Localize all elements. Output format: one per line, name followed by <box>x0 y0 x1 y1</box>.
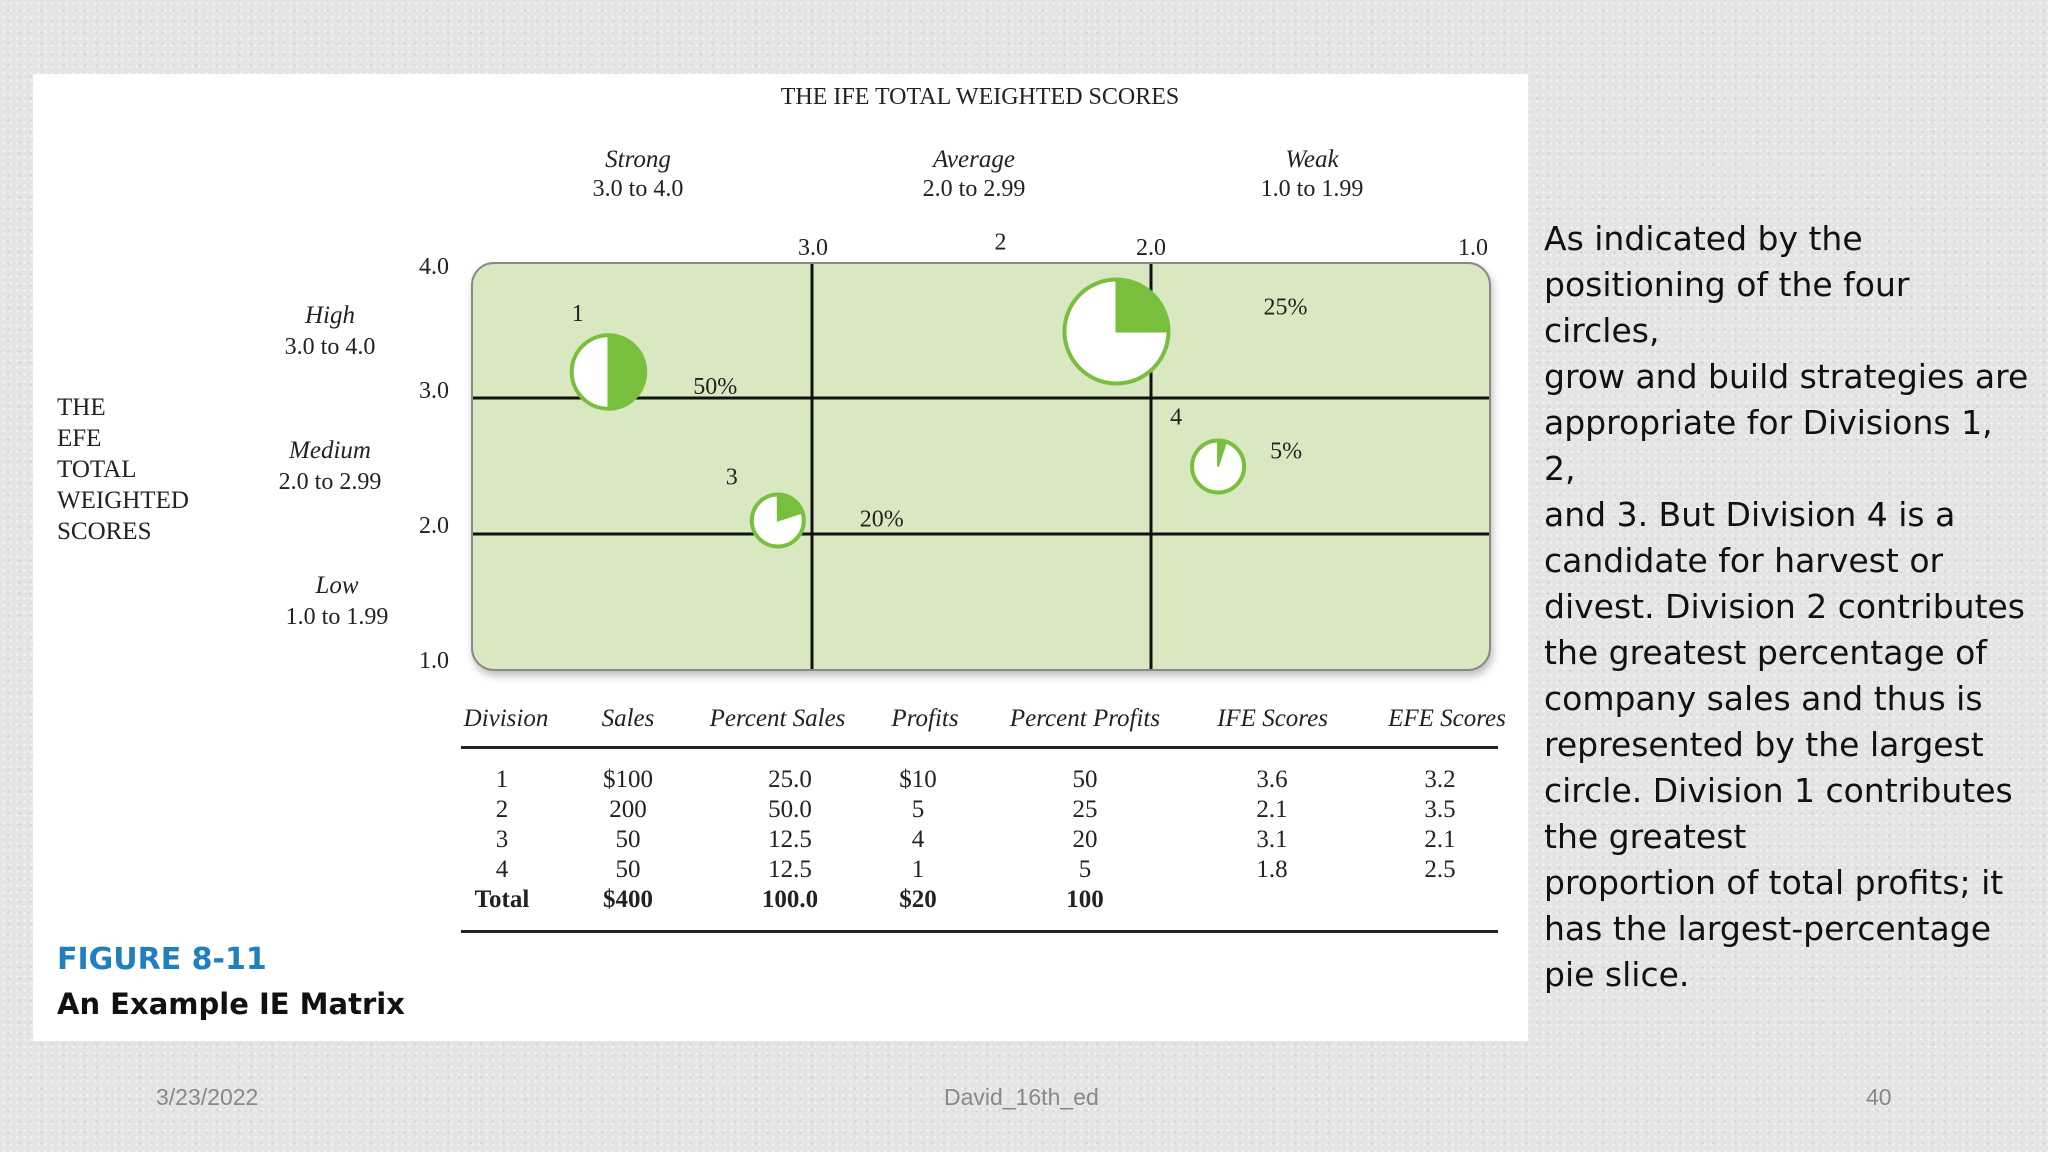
division-number-label: 2 <box>994 230 1006 256</box>
table-cell: 20 <box>1072 826 1098 853</box>
table-cell: 2.1 <box>1424 826 1456 853</box>
division-3-circle: 3 20% <box>726 465 904 549</box>
division-number-label: 4 <box>1170 405 1182 431</box>
table-cell: $20 <box>899 886 937 913</box>
footer-page-number: 40 <box>1866 1084 1892 1110</box>
y-tick: 2.0 <box>419 513 449 539</box>
table-cell: 4 <box>495 856 509 883</box>
table-header: EFE Scores <box>1388 705 1506 732</box>
table-header: Division <box>463 705 549 732</box>
table-cell: 100 <box>1066 886 1104 913</box>
footer-date: 3/23/2022 <box>156 1084 259 1110</box>
row-range-high: 3.0 to 4.0 <box>284 334 376 360</box>
figure-number: FIGURE 8-11 <box>57 942 267 977</box>
profit-slice <box>776 493 804 522</box>
table-cell: 50 <box>615 826 641 853</box>
profit-slice <box>607 334 647 410</box>
table-cell: 25 <box>1072 796 1098 823</box>
table-cell: 12.5 <box>768 856 812 883</box>
col-range-strong: 3.0 to 4.0 <box>592 176 684 202</box>
table-cell: 1.8 <box>1256 856 1288 883</box>
table-cell: 200 <box>609 796 647 823</box>
division-1-circle: 1 50% <box>569 301 737 411</box>
division-number-label: 1 <box>572 301 584 327</box>
y-tick: 3.0 <box>419 378 449 404</box>
table-cell: 4 <box>911 826 925 853</box>
x-tick-labels: 3.0 2.0 1.0 <box>798 235 1488 261</box>
x-tick: 1.0 <box>1458 235 1488 261</box>
table-header-rule <box>461 746 1498 749</box>
table-cell: 2 <box>495 796 509 823</box>
table-cell: 50.0 <box>768 796 812 823</box>
table-cell: 3.5 <box>1424 796 1456 823</box>
table-cell: 1 <box>495 766 509 793</box>
division-number-label: 3 <box>726 465 738 491</box>
profit-slice <box>1217 439 1228 467</box>
profit-percent-label: 50% <box>693 374 737 400</box>
table-header: Profits <box>891 705 959 732</box>
profit-percent-label: 20% <box>860 507 904 533</box>
y-tick: 4.0 <box>419 254 449 280</box>
x-tick: 3.0 <box>798 235 828 261</box>
col-header-weak: Weak <box>1285 146 1339 173</box>
table-cell: Total <box>474 886 530 913</box>
division-circles: 1 50% 2 25% 3 20% 4 5% <box>569 230 1307 549</box>
table-header: Percent Sales <box>709 705 846 732</box>
footer-source: David_16th_ed <box>944 1084 1099 1110</box>
table-cell: 1 <box>911 856 925 883</box>
table-cell: 3 <box>495 826 509 853</box>
table-cell: 25.0 <box>768 766 812 793</box>
table-cell: 2.5 <box>1424 856 1456 883</box>
table-cell: 5 <box>1078 856 1092 883</box>
explanation-text: As indicated by the positioning of the f… <box>1544 219 2029 994</box>
table-header: IFE Scores <box>1217 705 1328 732</box>
table-bottom-rule <box>461 930 1498 933</box>
table-cell: $400 <box>603 886 653 913</box>
division-4-circle: 4 5% <box>1170 405 1302 495</box>
row-header-medium: Medium <box>289 437 371 464</box>
table-cell: 2.1 <box>1256 796 1288 823</box>
table-cell: 5 <box>911 796 925 823</box>
table-cell: $100 <box>603 766 653 793</box>
table-cell: 100.0 <box>761 886 819 913</box>
row-header-high: High <box>305 302 355 329</box>
col-range-weak: 1.0 to 1.99 <box>1260 176 1364 202</box>
table-cell: 3.1 <box>1256 826 1288 853</box>
profit-percent-label: 25% <box>1263 295 1307 321</box>
y-tick: 1.0 <box>419 648 449 674</box>
table-header: Sales <box>601 705 655 732</box>
table-cell: 3.2 <box>1424 766 1456 793</box>
table-cell: 12.5 <box>768 826 812 853</box>
col-range-average: 2.0 to 2.99 <box>922 176 1026 202</box>
table-cell: $10 <box>899 766 937 793</box>
ife-axis-title: THE IFE TOTAL WEIGHTED SCORES <box>780 84 1180 110</box>
figure-caption: An Example IE Matrix <box>57 987 405 1021</box>
table-cell: 50 <box>615 856 641 883</box>
row-header-low: Low <box>315 572 359 599</box>
table-cell: 3.6 <box>1256 766 1288 793</box>
profit-slice <box>1115 278 1170 333</box>
division-2-circle: 2 25% <box>994 230 1307 386</box>
x-tick: 2.0 <box>1136 235 1166 261</box>
row-range-low: 1.0 to 1.99 <box>285 604 389 630</box>
row-range-medium: 2.0 to 2.99 <box>278 469 382 495</box>
table-cell: 50 <box>1072 766 1098 793</box>
col-header-average: Average <box>933 146 1015 173</box>
profit-percent-label: 5% <box>1270 439 1302 465</box>
matrix-background <box>471 262 1491 671</box>
y-tick-labels: 4.0 3.0 2.0 1.0 <box>419 254 449 674</box>
table-header: Percent Profits <box>1009 705 1161 732</box>
efe-axis-title: THE EFE TOTAL WEIGHTED SCORES <box>57 394 189 545</box>
col-header-strong: Strong <box>605 146 671 173</box>
